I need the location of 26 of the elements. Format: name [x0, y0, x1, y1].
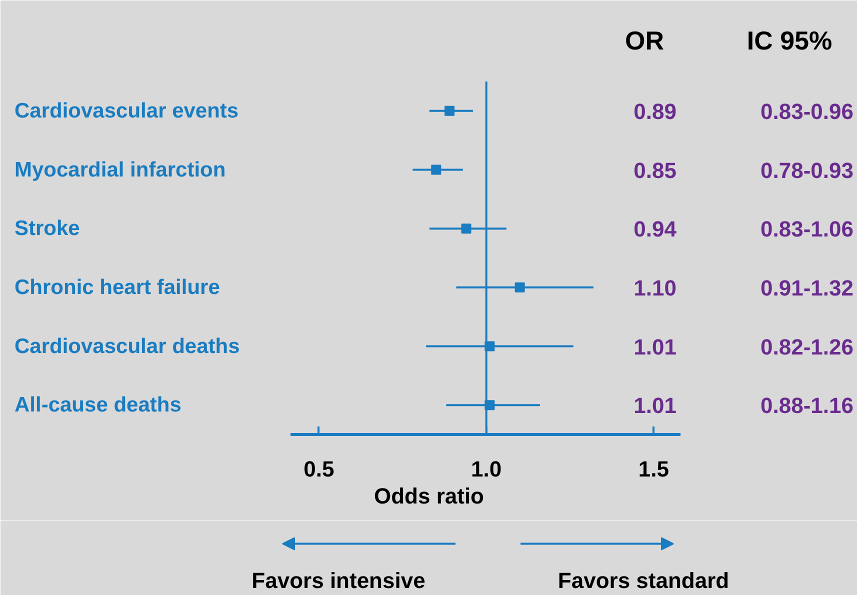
y-tick-label: Cardiovascular deaths: [14, 334, 240, 358]
x-tick-label: 0.5: [304, 456, 334, 482]
annotation: 1.10: [634, 275, 677, 300]
text: Favors intensive: [252, 568, 426, 593]
y-tick-label: All-cause deaths: [14, 394, 182, 417]
y-tick-label: Myocardial infarction: [14, 158, 226, 182]
text: 0.83-1.06: [760, 216, 854, 242]
y-tick-label: Chronic heart failure: [14, 276, 220, 299]
annotation: 0.85: [634, 158, 677, 183]
text: 0.83-0.96: [760, 98, 854, 124]
text: 0.78-0.93: [760, 158, 854, 183]
annotation: 1.01: [634, 393, 677, 418]
text: 0.88-1.16: [760, 393, 854, 418]
annotation: 0.89: [634, 98, 677, 124]
text: 0.82-1.26: [760, 334, 854, 360]
x-tick-label: 1.0: [471, 456, 502, 482]
x-tick-label: 1.5: [638, 456, 670, 482]
text: Favors standard: [558, 568, 730, 593]
text: 0.91-1.32: [760, 275, 854, 300]
y-tick-label: Cardiovascular events: [14, 99, 239, 122]
annotation: 1.01: [634, 334, 677, 360]
x-axis-title: Odds ratio: [374, 484, 484, 508]
y-tick-label: Stroke: [14, 217, 80, 240]
annotation: 0.94: [634, 216, 678, 242]
text: IC 95%: [746, 26, 832, 56]
text: OR: [625, 26, 664, 56]
